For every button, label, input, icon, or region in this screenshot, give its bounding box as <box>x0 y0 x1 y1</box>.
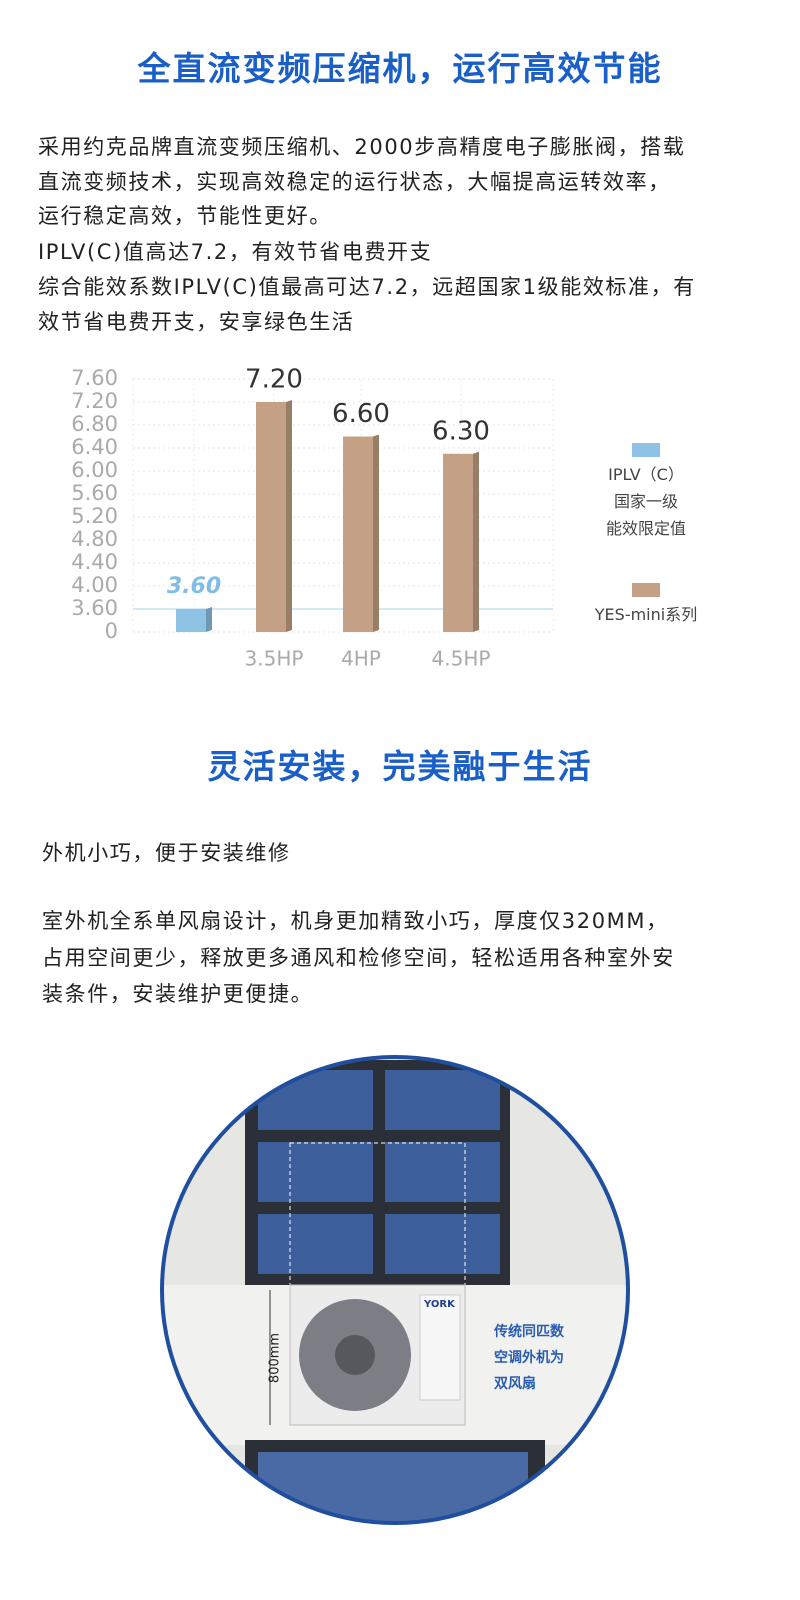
legend-label: IPLV（C）国家一级能效限定值 <box>606 465 686 538</box>
value-label: 6.60 <box>332 399 390 429</box>
bar <box>343 436 373 632</box>
bar-side <box>206 607 212 632</box>
text-line: 占用空间更少，释放更多通风和检修空间，轻松适用各种室外安 <box>42 946 675 970</box>
section-title: 灵活安装，完美融于生活 <box>207 747 593 786</box>
y-tick-label: 5.60 <box>71 481 118 505</box>
text-line: 室外机全系单风扇设计，机身更加精致小巧，厚度仅320MM， <box>42 909 669 933</box>
brand: YORK <box>423 1299 456 1310</box>
y-tick-label: 6.00 <box>71 458 118 482</box>
y-tick-label: 5.20 <box>71 504 118 528</box>
bar <box>176 609 206 632</box>
x-tick-label: 3.5HP <box>245 647 304 671</box>
bar-side <box>373 434 379 632</box>
value-label: 6.30 <box>432 416 490 446</box>
y-tick-label: 4.00 <box>71 573 118 597</box>
y-tick-label: 3.60 <box>71 596 118 620</box>
bar-side <box>473 451 479 632</box>
text-line: IPLV(C)值高达7.2，有效节省电费开支 <box>38 240 433 264</box>
note: 双风扇 <box>494 1375 536 1392</box>
y-tick-label: 4.40 <box>71 550 118 574</box>
y-tick-label: 0 <box>105 619 118 643</box>
note: 空调外机为 <box>494 1349 564 1366</box>
x-tick-label: 4.5HP <box>432 647 491 671</box>
x-tick-label: 4HP <box>341 647 381 671</box>
dimension: 800mm <box>268 1333 283 1383</box>
chart: 03.604.004.404.805.205.606.006.406.807.2… <box>71 365 697 671</box>
y-tick-label: 7.20 <box>71 389 118 413</box>
value-label: 7.20 <box>245 365 303 395</box>
y-tick-label: 6.40 <box>71 435 118 459</box>
text-line: 直流变频技术，实现高效稳定的运行状态，大幅提高运转效率， <box>38 170 671 194</box>
bar <box>256 402 286 632</box>
legend-swatch <box>632 583 660 597</box>
text-line: 运行稳定高效，节能性更好。 <box>38 204 332 228</box>
text-line: 装条件，安装维护更便捷。 <box>42 982 314 1006</box>
text-line: 综合能效系数IPLV(C)值最高可达7.2，远超国家1级能效标准，有 <box>38 275 696 299</box>
y-tick-label: 7.60 <box>71 366 118 390</box>
y-tick-label: 4.80 <box>71 527 118 551</box>
text-line: 效节省电费开支，安享绿色生活 <box>38 310 355 334</box>
note: 传统同匹数 <box>493 1323 565 1340</box>
value-label: 3.60 <box>167 574 221 599</box>
section-title: 全直流变频压缩机，运行高效节能 <box>137 49 663 88</box>
subtitle: 外机小巧，便于安装维修 <box>42 841 291 865</box>
text-line: 采用约克品牌直流变频压缩机、2000步高精度电子膨胀阀，搭载 <box>38 135 686 159</box>
bar <box>443 453 473 632</box>
legend-label: YES-mini系列 <box>594 605 697 624</box>
y-tick-label: 6.80 <box>71 412 118 436</box>
legend-swatch <box>632 443 660 457</box>
bar-side <box>286 400 292 632</box>
